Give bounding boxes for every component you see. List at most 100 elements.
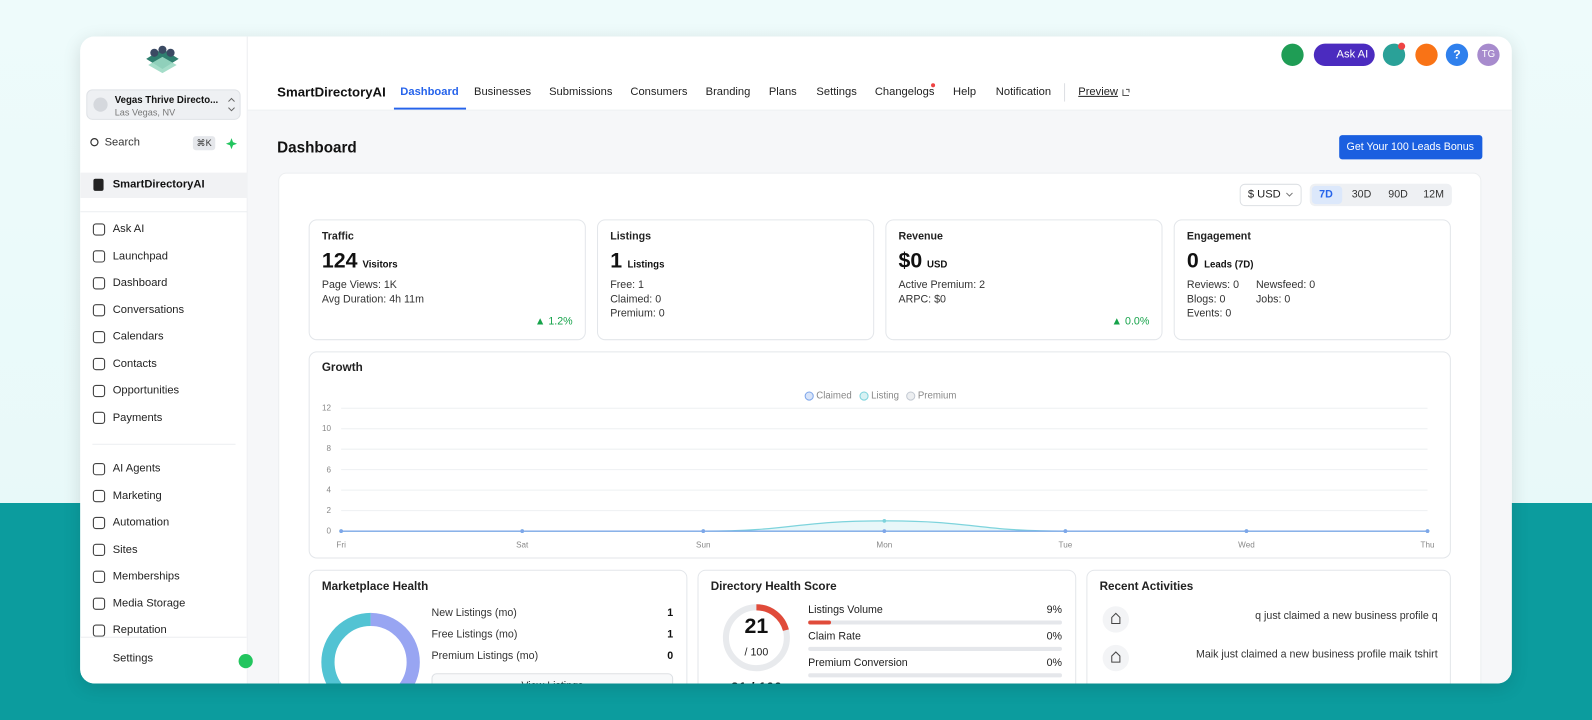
metric-value: 0% — [1046, 656, 1063, 669]
menu-item[interactable]: Calendars — [112, 330, 164, 343]
range-option[interactable]: 12M — [1423, 188, 1444, 201]
currency: $ USD — [1247, 188, 1281, 201]
card-title: Recent Activities — [1099, 580, 1194, 594]
card-change: ▲ 1.2% — [534, 315, 573, 328]
card-title: Revenue — [898, 230, 944, 243]
currency-select[interactable] — [1239, 183, 1302, 207]
nav-tab[interactable]: Help — [953, 85, 977, 98]
card-detail: ARPC: $0 — [898, 293, 946, 306]
active-app[interactable] — [80, 172, 248, 199]
account-name: Vegas Thrive Directo... — [114, 94, 219, 106]
divider — [80, 211, 248, 213]
activities-card — [1086, 569, 1451, 684]
metric-label: Claim Rate — [808, 630, 861, 643]
range-option[interactable]: 30D — [1351, 188, 1372, 201]
growth-card — [308, 351, 1451, 559]
view-listings-button[interactable] — [431, 673, 674, 684]
menu-item[interactable]: Dashboard — [112, 276, 168, 289]
nav-tab[interactable]: Notification — [995, 85, 1052, 98]
nav-tab[interactable]: Dashboard — [400, 85, 459, 98]
help-button[interactable] — [1445, 43, 1469, 67]
activity-text: Maik just claimed a new business profile… — [1195, 648, 1438, 661]
card-detail: Events: 0 — [1186, 307, 1232, 320]
range-option[interactable]: 7D — [1319, 188, 1333, 201]
page-title: Dashboard — [277, 139, 357, 157]
button-label: View Listings — [521, 680, 583, 683]
account-switcher[interactable] — [86, 89, 241, 120]
nav-tab[interactable]: Submissions — [549, 85, 613, 98]
nav-tab[interactable]: Changelogs — [874, 85, 935, 98]
menu-item[interactable]: Memberships — [112, 570, 180, 583]
menu-item[interactable]: Conversations — [112, 303, 185, 316]
nav-tab[interactable]: Consumers — [630, 85, 688, 98]
help-label: ? — [1453, 47, 1461, 62]
range-option[interactable]: 90D — [1388, 188, 1408, 201]
menu-item[interactable]: Sites — [112, 543, 138, 556]
stat-card — [597, 219, 875, 341]
y-tick-label: 10 — [321, 423, 331, 433]
activity-icon — [1102, 606, 1130, 633]
ask-ai-label: Ask AI — [1336, 48, 1369, 61]
notifications-button[interactable] — [1415, 43, 1438, 67]
metric-label: Premium Conversion — [808, 656, 908, 669]
settings[interactable]: Settings — [112, 652, 154, 665]
external-icon — [1122, 88, 1130, 96]
legend-label: Listing — [871, 390, 900, 402]
avatar[interactable] — [1477, 43, 1500, 67]
card-unit: USD — [926, 259, 948, 271]
nav-tab[interactable]: Branding — [705, 85, 751, 98]
score-summary: 21 / 100 — [731, 679, 782, 683]
cta-button[interactable] — [1339, 135, 1483, 160]
menu-item[interactable]: Media Storage — [112, 597, 186, 610]
metric-label: Listings Volume — [808, 603, 883, 617]
card-detail: Active Premium: 2 — [898, 278, 986, 292]
menu-item[interactable]: Opportunities — [112, 384, 180, 397]
call-button[interactable] — [1281, 43, 1304, 67]
active-tab-underline — [393, 107, 467, 110]
preview-link[interactable]: Preview — [1078, 85, 1118, 98]
activity-text: q just claimed a new business profile q — [1255, 610, 1438, 623]
nav-tab[interactable]: Plans — [768, 85, 797, 98]
metric-value: 1 — [667, 606, 674, 620]
menu-item[interactable]: Marketing — [112, 489, 162, 502]
menu-item[interactable]: Reputation — [112, 623, 167, 637]
nav-tab[interactable]: Settings — [816, 85, 857, 98]
metric-value: 1 — [667, 628, 674, 641]
cta-label: Get Your 100 Leads Bonus — [1346, 140, 1474, 154]
collapse-button[interactable] — [238, 653, 253, 669]
divider — [92, 443, 236, 445]
metric-value: 0 — [667, 649, 674, 662]
range-group — [1309, 183, 1452, 207]
card-detail: Premium: 0 — [610, 307, 665, 320]
nav-tab[interactable]: Businesses — [474, 85, 532, 98]
menu-item[interactable]: Automation — [112, 516, 170, 529]
score: 21 — [744, 614, 769, 639]
menu-item[interactable]: Ask AI — [112, 222, 145, 235]
y-tick-label: 8 — [326, 444, 331, 454]
x-tick-label: Thu — [1420, 540, 1435, 550]
menu-item[interactable]: Contacts — [112, 357, 157, 370]
y-tick-label: 2 — [326, 505, 331, 515]
y-tick-label: 4 — [326, 485, 331, 495]
card-change: ▲ 0.0% — [1111, 315, 1150, 328]
x-tick-label: Sat — [516, 540, 529, 550]
menu-item[interactable]: Payments — [112, 411, 163, 424]
ask-ai-button[interactable] — [1313, 43, 1375, 67]
card-value: $0 — [898, 249, 923, 273]
card-value: 0 — [1186, 249, 1199, 273]
chart-title: Growth — [321, 361, 363, 374]
card-unit: Visitors — [362, 259, 398, 271]
score-max: / 100 — [744, 646, 769, 659]
metric-value: 0% — [1046, 630, 1063, 643]
metric-label: Free Listings (mo) — [431, 628, 518, 641]
shortcut-badge — [192, 136, 216, 151]
menu-item[interactable]: Launchpad — [112, 249, 168, 262]
card-unit: Leads (7D) — [1204, 259, 1254, 271]
search[interactable]: Search — [104, 136, 140, 149]
card-detail: Avg Duration: 4h 11m — [321, 293, 424, 306]
brand: SmartDirectoryAI — [277, 84, 386, 100]
stat-card — [308, 219, 586, 341]
separator — [1064, 83, 1066, 102]
menu-item[interactable]: AI Agents — [112, 462, 161, 475]
card-title: Marketplace Health — [321, 580, 429, 594]
